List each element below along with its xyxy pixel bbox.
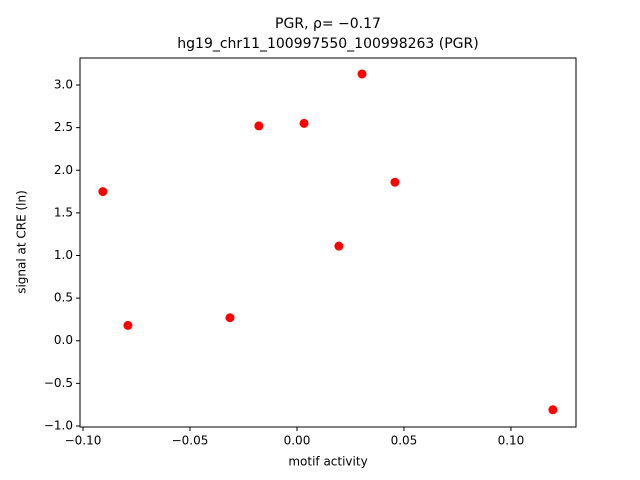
x-tick-label: −0.10 <box>65 434 102 448</box>
point <box>548 405 558 415</box>
point <box>254 121 264 131</box>
y-axis-label: signal at CRE (ln) <box>15 190 29 294</box>
point <box>98 187 108 197</box>
x-tick-label: 0.05 <box>391 434 418 448</box>
point <box>123 320 133 330</box>
point <box>390 177 400 187</box>
point <box>225 313 235 323</box>
x-tick-label: −0.05 <box>172 434 209 448</box>
y-tick-label: −0.5 <box>44 376 73 390</box>
point <box>334 241 344 251</box>
chart-subtitle: hg19_chr11_100997550_100998263 (PGR) <box>177 36 478 52</box>
y-tick-label: 1.0 <box>54 248 73 262</box>
chart-title: PGR, ρ= −0.17 <box>275 16 381 32</box>
x-axis-label: motif activity <box>288 455 367 469</box>
point <box>299 118 309 128</box>
x-tick-label: 0.10 <box>498 434 525 448</box>
y-tick-label: 1.5 <box>54 205 73 219</box>
y-tick-label: 2.5 <box>54 120 73 134</box>
y-tick-label: 0.5 <box>54 291 73 305</box>
y-tick-label: 3.0 <box>54 78 73 92</box>
point <box>357 69 367 79</box>
plot-frame <box>79 57 577 428</box>
y-tick-label: 2.0 <box>54 163 73 177</box>
x-tick-label: 0.00 <box>284 434 311 448</box>
y-tick-label: 0.0 <box>54 333 73 347</box>
y-tick-label: −1.0 <box>44 418 73 432</box>
